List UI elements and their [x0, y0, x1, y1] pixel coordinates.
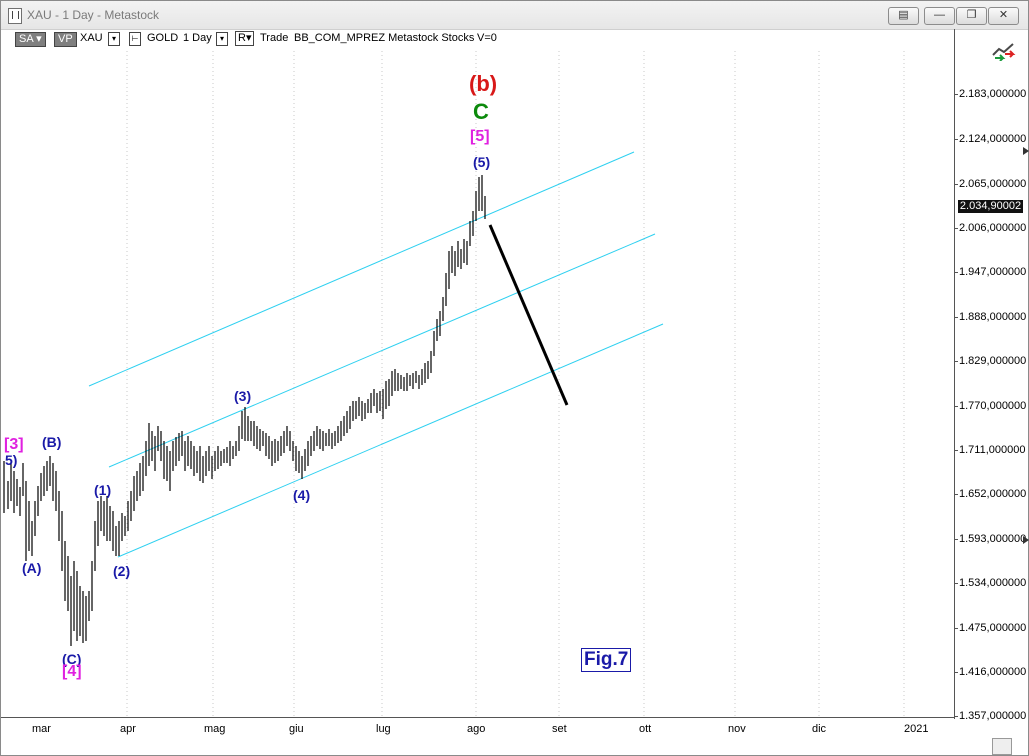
- close-button[interactable]: ✕: [988, 7, 1019, 25]
- price-label: 1.770,000000: [959, 400, 1027, 412]
- month-label: ott: [639, 723, 652, 735]
- vp-button[interactable]: VP: [54, 32, 77, 47]
- time-axis-border: [1, 717, 954, 718]
- price-label: 1.652,000000: [959, 488, 1027, 500]
- price-label: 1.711,000000: [959, 444, 1026, 456]
- price-tick: [954, 228, 958, 229]
- symbol-label: XAU: [80, 32, 103, 44]
- chevron-right-icon[interactable]: [1023, 536, 1029, 544]
- price-tick: [954, 139, 958, 140]
- price-label: 1.357,000000: [959, 710, 1027, 722]
- period-label: 1 Day: [183, 32, 212, 44]
- wave-label-3-bracket: [3]: [4, 436, 24, 453]
- price-label: 1.888,000000: [959, 311, 1027, 323]
- v-value: V=0: [477, 32, 497, 44]
- month-label: dic: [812, 723, 827, 735]
- price-label: 1.416,000000: [959, 666, 1027, 678]
- projection-line: [488, 224, 569, 406]
- trade-label: Trade: [260, 32, 289, 44]
- wave-label-big-C: C: [473, 99, 489, 124]
- window-title: XAU - 1 Day - Metastock: [27, 8, 160, 22]
- sa-button[interactable]: SA ▾: [15, 32, 46, 47]
- wave-label-B: (B): [42, 434, 62, 450]
- wave-label-5-left: 5): [5, 452, 18, 468]
- month-label: apr: [120, 723, 136, 735]
- wave-label-4: (4): [293, 487, 311, 503]
- resize-grip[interactable]: [992, 738, 1012, 755]
- price-label: 1.947,000000: [959, 266, 1027, 278]
- price-tick: [954, 272, 958, 273]
- symbol-dropdown-icon[interactable]: ▾: [108, 32, 120, 46]
- price-tick: [954, 583, 958, 584]
- r-dropdown-button[interactable]: R▾: [235, 31, 255, 46]
- chart-tool-icon[interactable]: [991, 41, 1017, 61]
- price-label: 2.006,000000: [959, 222, 1027, 234]
- month-label: mar: [32, 723, 51, 735]
- price-tick: [954, 361, 958, 362]
- price-axis-border: [954, 29, 955, 719]
- price-label: 2.124,000000: [959, 133, 1027, 145]
- wave-label-5: (5): [473, 154, 491, 170]
- gold-label: GOLD: [147, 32, 179, 44]
- wave-label-3: (3): [234, 388, 252, 404]
- price-label: 1.829,000000: [959, 355, 1027, 367]
- price-tick: [954, 94, 958, 95]
- price-chart[interactable]: [1, 49, 954, 717]
- price-label: 2.065,000000: [959, 178, 1027, 190]
- app-icon: [8, 8, 22, 24]
- month-label: ago: [467, 723, 486, 735]
- month-label: giu: [289, 723, 304, 735]
- wave-label-b: (b): [469, 71, 498, 96]
- wave-label-4-bracket: [4]: [62, 663, 82, 680]
- month-label: nov: [728, 723, 746, 735]
- channel-lines: [88, 151, 664, 558]
- month-label: 2021: [904, 723, 929, 735]
- title-bar[interactable]: XAU - 1 Day - Metastock ▤ — ❐ ✕: [1, 1, 1028, 30]
- wave-label-A: (A): [22, 560, 42, 576]
- month-label: set: [552, 723, 567, 735]
- price-label: 1.475,000000: [959, 622, 1027, 634]
- price-label: 1.593,000000: [959, 533, 1027, 545]
- current-price-marker: 2.034,90002: [958, 200, 1023, 213]
- chart-toolbar: SA ▾ VP XAU ▾ ⊢ GOLD 1 Day ▾ R▾ Trade BB…: [1, 29, 951, 49]
- month-label: lug: [376, 723, 391, 735]
- month-label: mag: [204, 723, 226, 735]
- chevron-right-icon[interactable]: [1023, 147, 1029, 155]
- restore-chart-button[interactable]: ▤: [888, 7, 919, 25]
- indicator-dropdown-icon[interactable]: ⊢: [129, 32, 141, 46]
- figure-label: Fig.7: [581, 648, 632, 672]
- wave-label-1: (1): [94, 482, 112, 498]
- maximize-button[interactable]: ❐: [956, 7, 987, 25]
- price-tick: [954, 494, 958, 495]
- price-tick: [954, 672, 958, 673]
- price-tick: [954, 716, 958, 717]
- period-dropdown-icon[interactable]: ▾: [216, 32, 228, 46]
- wave-label-2: (2): [113, 563, 131, 579]
- wave-label-5-bracket: [5]: [470, 128, 490, 145]
- price-label: 1.534,000000: [959, 577, 1027, 589]
- price-tick: [954, 539, 958, 540]
- price-bars: [3, 175, 486, 646]
- price-tick: [954, 317, 958, 318]
- price-tick: [954, 184, 958, 185]
- grid-lines: [126, 51, 905, 717]
- trade-details: BB_COM_MPREZ Metastock Stocks: [294, 32, 475, 44]
- price-tick: [954, 450, 958, 451]
- minimize-button[interactable]: —: [924, 7, 955, 25]
- price-tick: [954, 628, 958, 629]
- price-label: 2.183,000000: [959, 88, 1027, 100]
- price-tick: [954, 406, 958, 407]
- wave-label-C: (C): [62, 651, 82, 667]
